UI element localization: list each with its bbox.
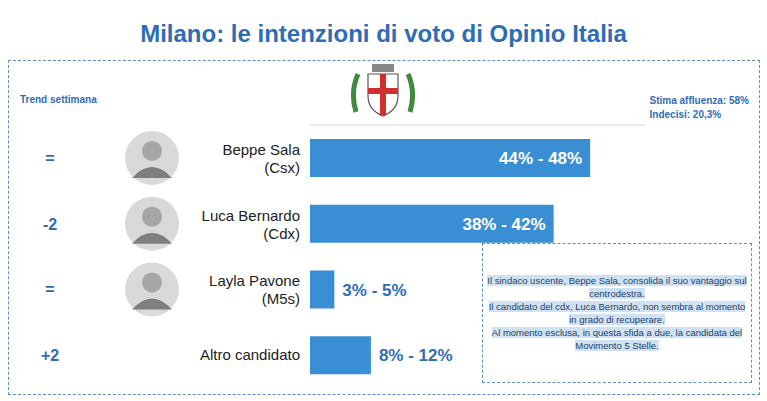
svg-text:-2: -2 [43,216,57,233]
html-text:Indecisi: 20,3%: Indecisi: 20,3% [649,109,722,120]
svg-text:Altro candidato: Altro candidato [200,346,300,363]
svg-text:44% - 48%: 44% - 48% [499,149,582,168]
svg-text:Luca Bernardo(Cdx): Luca Bernardo(Cdx) [202,207,300,242]
html-text:Il candidato del cdx, Luca Ber: Il candidato del cdx, Luca Bernardo, non… [488,301,746,325]
svg-text:38% - 42%: 38% - 42% [462,215,545,234]
svg-text:+2: +2 [41,347,59,364]
svg-text:3% - 5%: 3% - 5% [342,281,406,300]
svg-text:8% - 12%: 8% - 12% [379,346,453,365]
html-text:Il sindaco uscente, Beppe Sala: Il sindaco uscente, Beppe Sala, consolid… [487,275,747,299]
svg-text:=: = [45,150,54,167]
html-text:Milano: le intenzioni di voto: Milano: le intenzioni di voto di Opinio … [140,20,627,47]
svg-text:Beppe Sala(Csx): Beppe Sala(Csx) [222,141,300,176]
html-text:Stima affluenza: 58%: Stima affluenza: 58% [649,95,749,106]
html-text:Al momento esclusa, in questa: Al momento esclusa, in questa sfida a du… [491,327,743,351]
html-text:Trend settimana: Trend settimana [20,94,97,105]
svg-text:=: = [45,281,54,298]
svg-text:Layla Pavone(M5s): Layla Pavone(M5s) [209,272,300,307]
